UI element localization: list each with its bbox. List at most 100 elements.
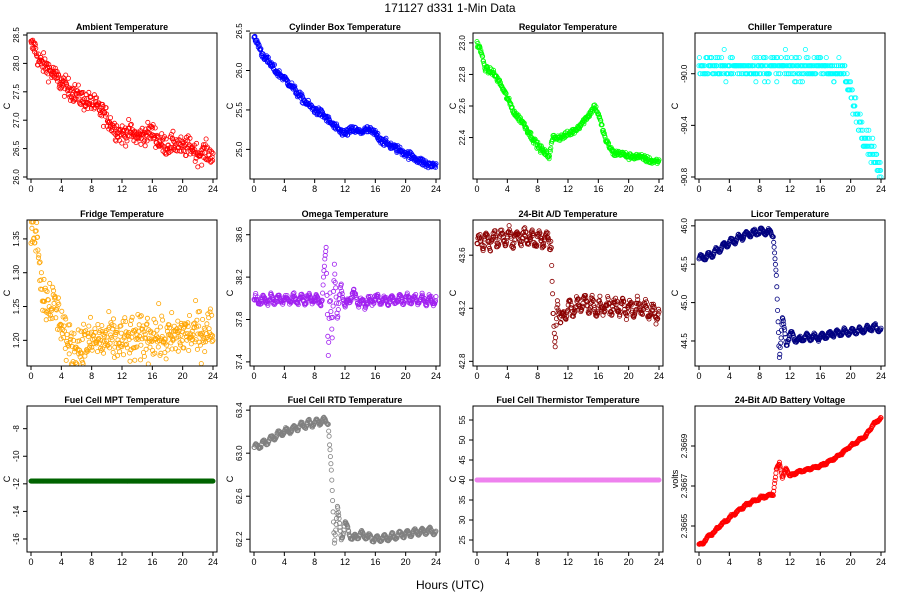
data-point (863, 135, 869, 141)
data-point (340, 294, 346, 300)
data-point (210, 478, 216, 484)
data-point (754, 71, 760, 77)
data-point (157, 324, 163, 330)
data-point (142, 137, 148, 143)
y-tick-label: 1.20 (12, 332, 21, 348)
data-point (519, 238, 525, 244)
data-point (474, 44, 480, 50)
data-point (75, 327, 81, 333)
data-point (554, 305, 560, 311)
data-point (43, 287, 49, 293)
data-point (579, 307, 585, 313)
y-tick-label: 1.35 (12, 231, 21, 247)
data-point (78, 350, 84, 356)
data-point (771, 239, 777, 245)
y-tick-label: -12 (12, 477, 21, 489)
data-point (523, 229, 529, 235)
plot-frame (26, 219, 218, 367)
data-point (797, 79, 803, 85)
data-point (859, 119, 865, 125)
data-point (858, 127, 864, 133)
data-point (342, 304, 348, 310)
x-tick-label: 12 (117, 184, 127, 194)
data-point (155, 344, 161, 350)
data-point (595, 310, 601, 316)
data-point (202, 349, 208, 355)
data-point (353, 291, 359, 297)
data-point (106, 309, 112, 315)
x-tick-label: 12 (117, 371, 127, 381)
data-point (487, 247, 493, 253)
data-point (58, 322, 64, 328)
x-tick-label: 20 (624, 557, 634, 567)
data-point (729, 55, 735, 61)
data-points (474, 477, 662, 483)
data-point (95, 102, 101, 108)
data-point (763, 55, 769, 61)
data-point (207, 306, 213, 312)
data-point (89, 344, 95, 350)
data-point (794, 71, 800, 77)
data-point (76, 338, 82, 344)
data-point (97, 340, 103, 346)
data-point (773, 267, 779, 273)
data-point (487, 245, 493, 251)
x-tick-label: 12 (563, 184, 573, 194)
data-point (326, 433, 332, 439)
x-tick-label: 12 (785, 371, 795, 381)
y-tick-label: -16 (12, 533, 21, 545)
y-axis-label: C (225, 475, 235, 482)
data-point (178, 148, 184, 154)
x-tick-label: 4 (727, 371, 732, 381)
data-point (147, 136, 153, 142)
data-point (624, 313, 630, 319)
data-point (490, 67, 496, 73)
x-tick-label: 0 (474, 184, 479, 194)
data-points (251, 33, 439, 171)
y-tick-label: 26.0 (12, 169, 21, 185)
data-point (328, 308, 334, 314)
data-point (340, 132, 346, 138)
data-point (152, 350, 158, 356)
data-point (136, 328, 142, 334)
data-point (163, 356, 169, 362)
data-point (548, 238, 554, 244)
data-point (550, 310, 556, 316)
data-point (339, 291, 345, 297)
data-point (33, 228, 39, 234)
data-point (600, 127, 606, 133)
data-point (188, 341, 194, 347)
data-point (100, 102, 106, 108)
data-point (137, 357, 143, 363)
data-point (173, 346, 179, 352)
data-point (548, 245, 554, 251)
data-point (205, 336, 211, 342)
x-tick-label: 12 (785, 184, 795, 194)
y-tick-label: 43.2 (458, 300, 467, 316)
data-point (127, 350, 133, 356)
data-point (160, 317, 166, 323)
x-tick-label: 8 (535, 371, 540, 381)
x-tick-label: 8 (89, 184, 94, 194)
data-point (605, 293, 611, 299)
data-point (775, 307, 781, 313)
data-point (723, 79, 729, 85)
data-point (432, 162, 438, 168)
data-point (171, 336, 177, 342)
data-point (778, 335, 784, 341)
y-axis-label: C (448, 102, 458, 109)
data-point (644, 307, 650, 313)
data-point (343, 302, 349, 308)
panel-title: Fridge Temperature (80, 209, 164, 219)
data-point (791, 71, 797, 77)
data-point (836, 55, 842, 61)
data-point (866, 135, 872, 141)
y-tick-label: 26.5 (235, 23, 244, 39)
data-point (49, 75, 55, 81)
y-tick-label: 37.8 (235, 311, 244, 327)
data-point (650, 301, 656, 307)
data-point (99, 113, 105, 119)
data-points (696, 47, 884, 180)
x-tick-label: 24 (654, 557, 664, 567)
data-point (176, 328, 182, 334)
